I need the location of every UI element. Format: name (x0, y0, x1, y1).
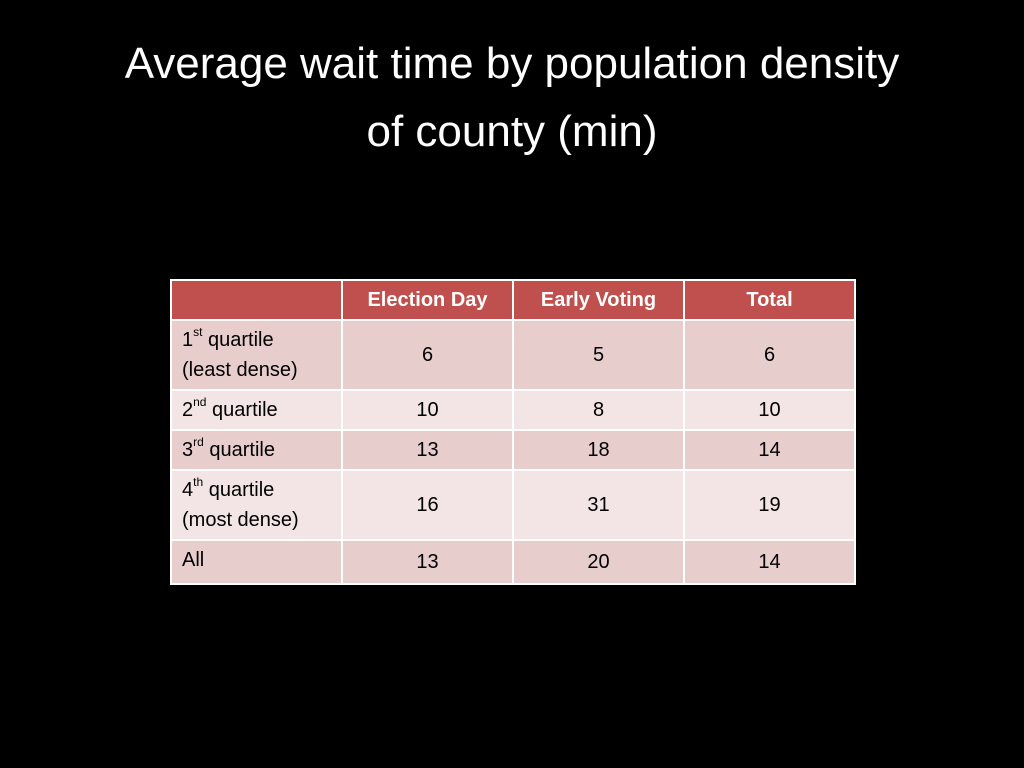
row-label-all: All (170, 539, 343, 585)
table-row: 4th quartile (most dense) 16 31 19 (170, 469, 856, 541)
row-label-number: All (182, 549, 205, 571)
cell-election-day: 13 (341, 429, 514, 471)
row-label-quartile-1: 1st quartile (least dense) (170, 319, 343, 391)
row-label-number: 1 (182, 329, 194, 351)
table-row: 3rd quartile 13 18 14 (170, 429, 856, 471)
header-cell-total: Total (683, 279, 856, 321)
row-label-quartile-3: 3rd quartile (170, 429, 343, 471)
cell-total: 14 (683, 429, 856, 471)
row-label-number: 2 (182, 399, 194, 421)
cell-election-day: 10 (341, 389, 514, 431)
table-row: 2nd quartile 10 8 10 (170, 389, 856, 431)
wait-time-table: Election Day Early Voting Total 1st quar… (170, 279, 856, 585)
cell-election-day: 6 (341, 319, 514, 391)
cell-total: 10 (683, 389, 856, 431)
cell-total: 14 (683, 539, 856, 585)
row-label-ordinal: nd (193, 395, 207, 410)
cell-early-voting: 31 (512, 469, 685, 541)
row-label-subtext: (most dense) (182, 509, 299, 531)
cell-early-voting: 18 (512, 429, 685, 471)
row-label-text: quartile (206, 399, 278, 421)
cell-early-voting: 8 (512, 389, 685, 431)
cell-total: 19 (683, 469, 856, 541)
header-cell-early-voting: Early Voting (512, 279, 685, 321)
row-label-ordinal: rd (193, 435, 204, 450)
row-label-quartile-4: 4th quartile (most dense) (170, 469, 343, 541)
row-label-number: 4 (182, 479, 194, 501)
header-cell-empty (170, 279, 343, 321)
slide-title: Average wait time by population density … (124, 39, 900, 156)
table-row: All 13 20 14 (170, 539, 856, 585)
cell-election-day: 13 (341, 539, 514, 585)
table-header-row: Election Day Early Voting Total (170, 279, 856, 321)
row-label-number: 3 (182, 439, 194, 461)
row-label-subtext: (least dense) (182, 359, 298, 381)
row-label-text: quartile (202, 329, 274, 351)
row-label-ordinal: th (193, 475, 204, 490)
cell-total: 6 (683, 319, 856, 391)
row-label-text: quartile (203, 439, 275, 461)
table-container: Election Day Early Voting Total 1st quar… (170, 279, 856, 585)
row-label-ordinal: st (193, 325, 203, 340)
cell-early-voting: 20 (512, 539, 685, 585)
row-label-text: quartile (203, 479, 275, 501)
cell-election-day: 16 (341, 469, 514, 541)
table-row: 1st quartile (least dense) 6 5 6 (170, 319, 856, 391)
row-label-quartile-2: 2nd quartile (170, 389, 343, 431)
header-cell-election-day: Election Day (341, 279, 514, 321)
cell-early-voting: 5 (512, 319, 685, 391)
